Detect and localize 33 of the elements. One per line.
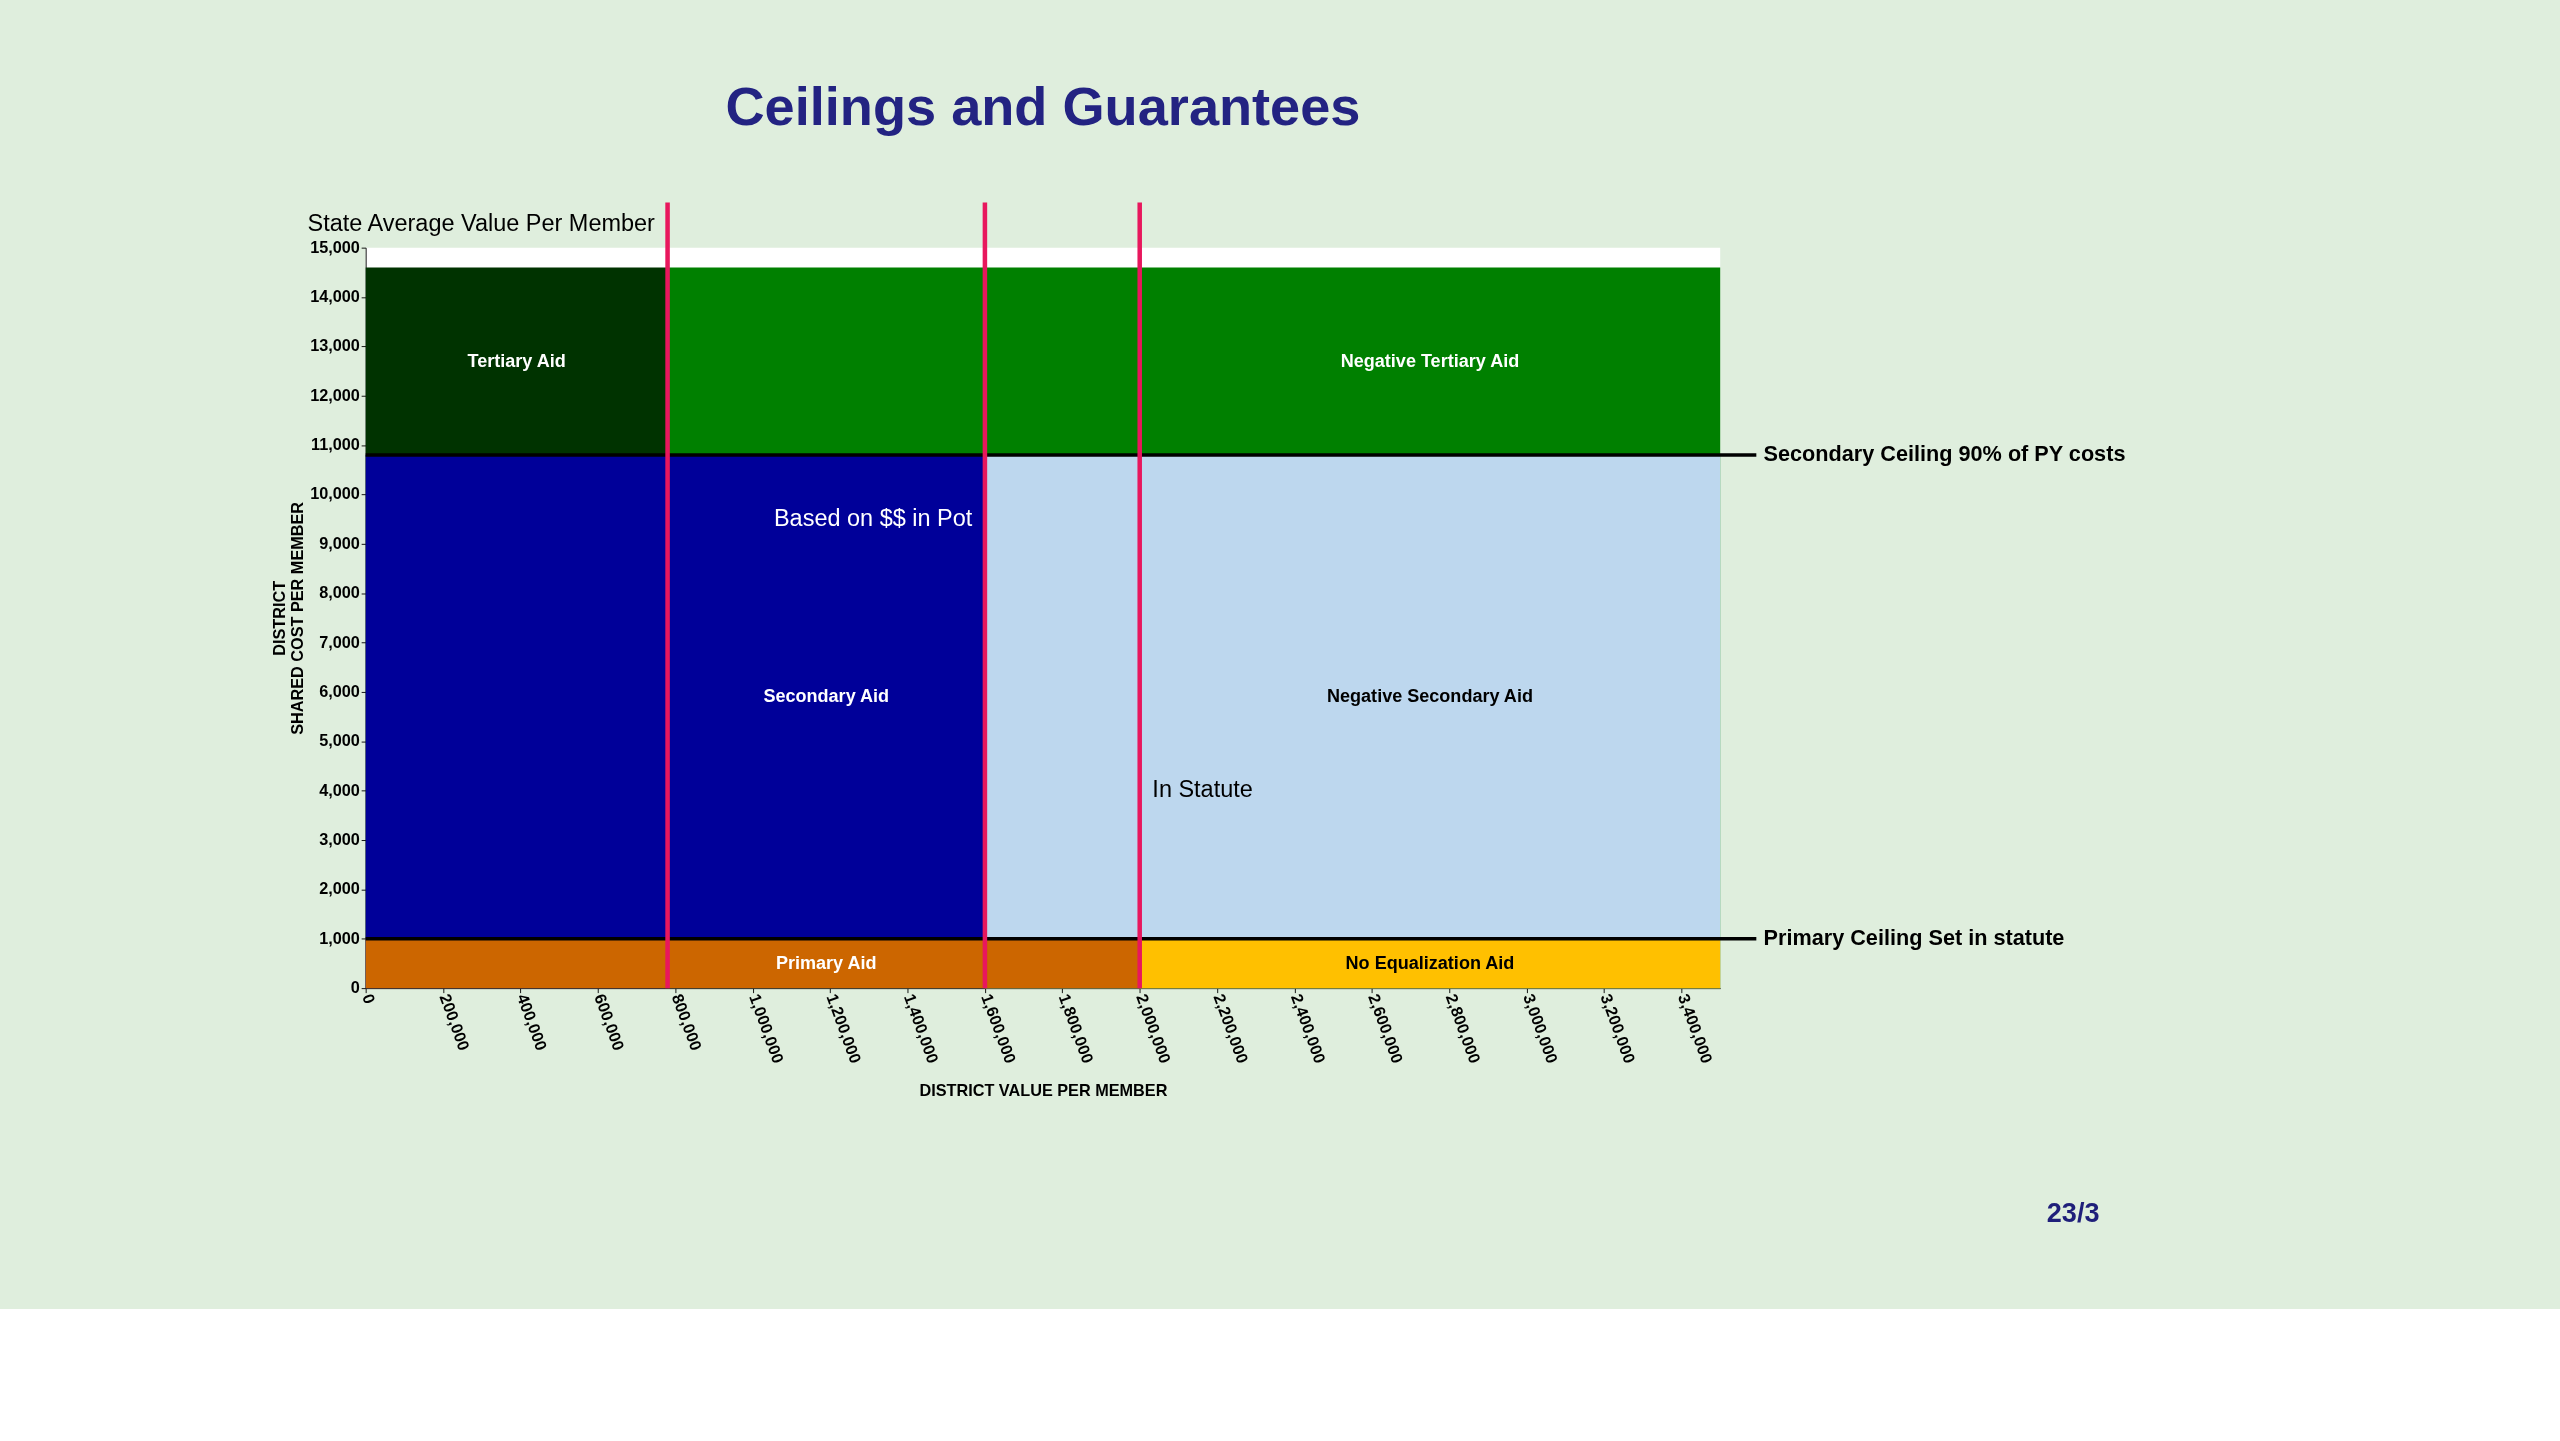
- x-axis-title: DISTRICT VALUE PER MEMBER: [919, 1081, 1168, 1100]
- y-tick-label: 6,000: [319, 681, 360, 700]
- y-tick-label: 12,000: [310, 385, 360, 404]
- y-tick-label: 9,000: [319, 533, 360, 552]
- series-label: Primary Aid: [775, 952, 877, 973]
- series-label: Negative Secondary Aid: [1326, 686, 1533, 707]
- ref-line-label: Primary Ceiling Set in statute: [1763, 925, 2065, 951]
- chart-title: Ceilings and Guarantees: [725, 76, 1361, 137]
- y-tick-label: 4,000: [319, 780, 360, 799]
- ref-line-label: In Statute: [1152, 775, 1253, 802]
- y-tick-label: 10,000: [310, 484, 360, 503]
- y-tick-label: 5,000: [319, 731, 360, 750]
- ref-line-label: Secondary Ceiling 90% of PY costs: [1763, 441, 2126, 467]
- y-tick-label: 15,000: [310, 237, 360, 256]
- y-tick-label: 2,000: [319, 879, 360, 898]
- ref-line-label: Based on $$ in Pot: [773, 504, 973, 531]
- text: DISTRICT: [269, 580, 288, 656]
- text: 23/3: [2046, 1197, 2100, 1229]
- series-label: Secondary Aid: [763, 686, 890, 707]
- y-tick-label: 7,000: [319, 632, 360, 651]
- y-tick-label: 0: [350, 978, 360, 997]
- series-label: Negative Tertiary Aid: [1340, 350, 1520, 371]
- text: SHARED COST PER MEMBER: [287, 501, 306, 735]
- y-tick-label: 8,000: [319, 583, 360, 602]
- y-tick-label: 1,000: [319, 928, 360, 947]
- series-label: Tertiary Aid: [467, 350, 566, 371]
- y-tick-label: 14,000: [310, 287, 360, 306]
- y-tick-label: 13,000: [310, 336, 360, 355]
- x-tick-label: 0: [359, 991, 380, 1006]
- y-tick-label: 11,000: [311, 435, 360, 454]
- y-tick-label: 3,000: [319, 830, 360, 849]
- series-label: No Equalization Aid: [1345, 952, 1515, 973]
- ref-line-label: State Average Value Per Member: [307, 210, 656, 237]
